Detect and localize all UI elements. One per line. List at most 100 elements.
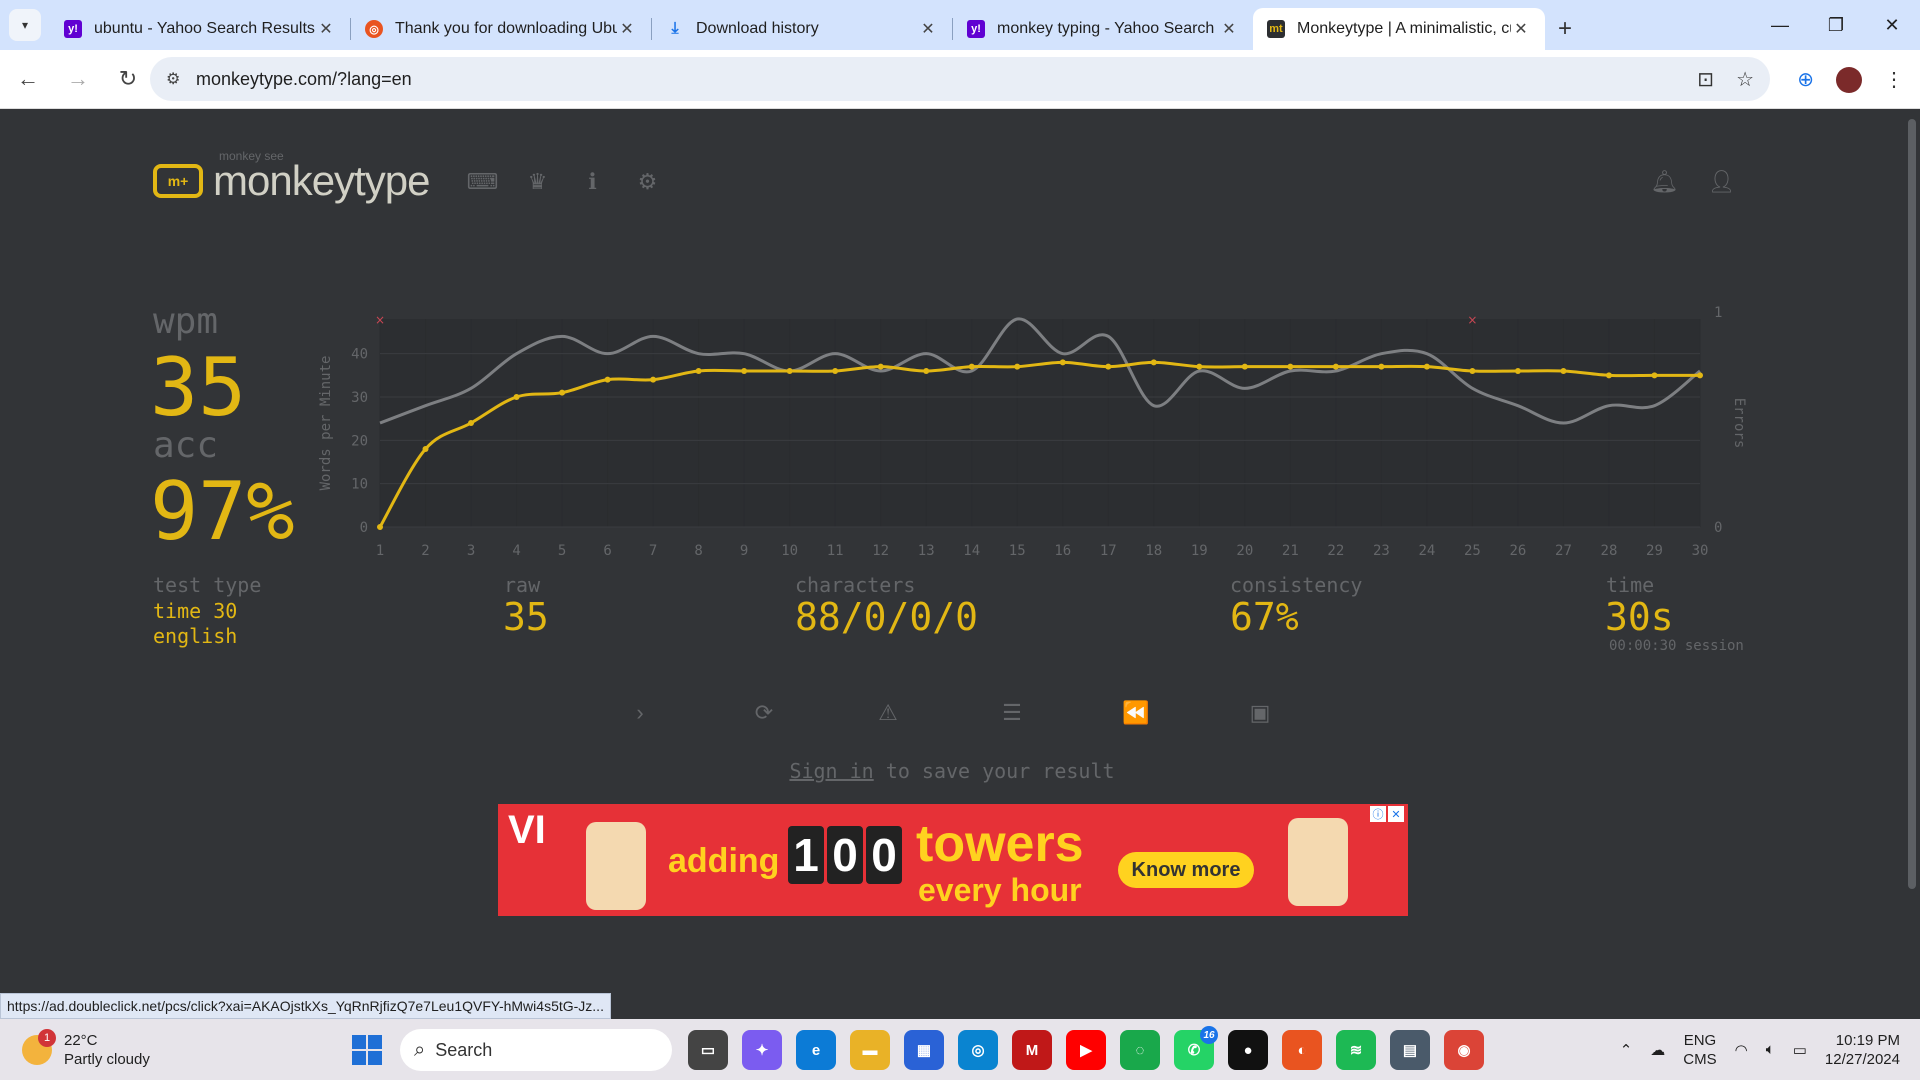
tab-search-button[interactable]: ▾	[0, 0, 50, 50]
x-tick-label: 16	[1054, 543, 1071, 559]
toolbar: ← → ↻ ⚙ monkeytype.com/?lang=en ⊡ ☆ ⊕ ⋮	[0, 50, 1920, 109]
wpm-point	[1560, 368, 1567, 374]
ms-store-icon[interactable]: ▦	[904, 1030, 944, 1070]
x-tick-label: 19	[1191, 543, 1208, 559]
ad-mascot-right	[1288, 818, 1348, 906]
taskbar-search[interactable]: ⌕ Search	[400, 1029, 672, 1071]
chevron-up-icon[interactable]: ⌃	[1619, 1041, 1633, 1059]
back-button[interactable]: ←	[17, 66, 39, 91]
bookmark-star-icon[interactable]: ☆	[1736, 69, 1754, 91]
logo[interactable]: m+ monkey see monkeytype	[153, 149, 430, 205]
browser-tab[interactable]: y! ubuntu - Yahoo Search Results ✕	[50, 8, 350, 50]
taskbar-apps: ▭ ✦ e ▬ ▦ ◎ M ▶ ◌ ✆ 16 ● ◐ ≋ ▤ ◉	[688, 1026, 1484, 1070]
bell-icon[interactable]: 🔔︎	[1650, 168, 1679, 194]
copilot-icon[interactable]: ✦	[742, 1030, 782, 1070]
youtube-icon[interactable]: ▶	[1066, 1030, 1106, 1070]
user-icon[interactable]: 👤︎	[1707, 168, 1736, 194]
downloads-icon[interactable]: ⊕	[1797, 69, 1814, 91]
wpm-point	[1196, 363, 1203, 370]
ad-info-icon[interactable]: ⓘ	[1370, 806, 1386, 822]
report-button[interactable]: ⚠	[878, 700, 898, 725]
ad-know-more-button[interactable]: Know more	[1118, 852, 1254, 888]
github-icon[interactable]: ●	[1228, 1030, 1268, 1070]
wpm-value: 35	[150, 341, 247, 434]
tab-title: ubuntu - Yahoo Search Results	[94, 20, 315, 37]
weather-widget[interactable]: 1 22°C Partly cloudy	[22, 1029, 150, 1069]
y-tick-label: 20	[351, 433, 368, 449]
yahoo-icon: y!	[967, 20, 985, 38]
notification-badge: 16	[1200, 1026, 1218, 1044]
info-icon[interactable]: ℹ	[588, 168, 597, 194]
mcafee-icon[interactable]: M	[1012, 1030, 1052, 1070]
minimize-icon[interactable]: —	[1771, 14, 1789, 35]
browser-tab-active[interactable]: mt Monkeytype | A minimalistic, cu ✕	[1253, 8, 1545, 50]
onedrive-icon[interactable]: ☁	[1650, 1041, 1666, 1059]
task-view-icon[interactable]: ▭	[688, 1030, 728, 1070]
windows-start-icon[interactable]	[352, 1035, 382, 1065]
loader-icon[interactable]: ◌	[1120, 1030, 1160, 1070]
replay-button[interactable]: ⏪	[1122, 700, 1150, 725]
characters-label: characters	[795, 573, 916, 597]
new-tab-button[interactable]: +	[1557, 15, 1572, 42]
ad-choices: ⓘ ✕	[1370, 806, 1404, 822]
browser-tab[interactable]: y! monkey typing - Yahoo Search ✕	[953, 8, 1253, 50]
x-tick-label: 11	[827, 543, 844, 559]
forward-button[interactable]: →	[67, 66, 89, 91]
gear-icon[interactable]: ⚙	[637, 168, 658, 194]
keyboard-icon[interactable]: ⌨	[466, 168, 499, 194]
screenshot-button[interactable]: ▣	[1249, 700, 1271, 725]
close-icon[interactable]: ✕	[1222, 21, 1236, 38]
browser-tab[interactable]: ⤓ Download history ✕	[652, 8, 952, 50]
browser-tab[interactable]: ◎ Thank you for downloading Ubu ✕	[351, 8, 651, 50]
reload-button[interactable]: ↻	[118, 66, 138, 91]
taskbar-search-label: Search	[435, 1039, 493, 1060]
status-url-bar: https://ad.doubleclick.net/pcs/click?xai…	[0, 993, 611, 1019]
menu-kebab-icon[interactable]: ⋮	[1884, 69, 1904, 91]
close-icon[interactable]: ✕	[921, 21, 935, 38]
restart-button[interactable]: ⟳	[754, 700, 774, 725]
crown-icon[interactable]: ♛	[527, 168, 548, 194]
signin-link[interactable]: Sign in	[789, 759, 874, 783]
ad-digit: 0	[827, 826, 863, 884]
close-icon[interactable]: ✕	[620, 21, 634, 38]
app-icon[interactable]: ◎	[958, 1030, 998, 1070]
chrome-icon[interactable]: ◉	[1444, 1030, 1484, 1070]
language-indicator[interactable]: ENG CMS	[1683, 1031, 1716, 1069]
install-app-icon[interactable]: ⊡	[1697, 69, 1715, 91]
close-window-icon[interactable]: ✕	[1884, 14, 1900, 35]
restore-icon[interactable]: ❐	[1827, 14, 1845, 35]
file-explorer-icon[interactable]: ▬	[850, 1030, 890, 1070]
site-settings-icon[interactable]: ⚙	[166, 71, 181, 88]
y-tick-label: 30	[351, 390, 368, 406]
ubuntu-app-icon[interactable]: ◐	[1282, 1030, 1322, 1070]
account-nav: 🔔︎ 👤︎	[1650, 168, 1736, 194]
ad-banner[interactable]: VI adding 1 0 0 towers every hour Know m…	[498, 804, 1408, 916]
battery-icon[interactable]: ▭	[1792, 1041, 1807, 1059]
whatsapp-icon[interactable]: ✆ 16	[1174, 1026, 1218, 1070]
wpm-point	[1287, 363, 1294, 370]
address-bar[interactable]: ⚙ monkeytype.com/?lang=en ⊡ ☆	[150, 57, 1770, 101]
search-icon: ⌕	[414, 1038, 426, 1061]
edge-icon[interactable]: e	[796, 1030, 836, 1070]
x-tick-label: 21	[1282, 543, 1299, 559]
wifi-icon[interactable]: ◠	[1734, 1041, 1748, 1059]
page-scrollbar[interactable]	[1904, 109, 1920, 1019]
clock-time: 10:19 PM	[1835, 1031, 1900, 1049]
window-app-icon[interactable]: ▤	[1390, 1030, 1430, 1070]
next-test-button[interactable]: ›	[636, 700, 644, 725]
avatar[interactable]	[1836, 66, 1862, 93]
volume-icon[interactable]: 🔈︎	[1765, 1041, 1775, 1058]
wpm-point	[1332, 363, 1339, 370]
monkeytype-icon: mt	[1267, 20, 1285, 38]
scrollbar-thumb[interactable]	[1908, 119, 1916, 889]
wpm-point	[468, 420, 475, 426]
ad-close-icon[interactable]: ✕	[1388, 806, 1404, 822]
words-history-button[interactable]: ☰	[1002, 700, 1022, 725]
x-tick-label: 27	[1555, 543, 1572, 559]
clock[interactable]: 10:19 PM 12/27/2024	[1825, 1031, 1900, 1069]
ad-adding-text: adding	[668, 842, 780, 880]
logo-text: monkey see monkeytype	[213, 149, 430, 205]
spotify-icon[interactable]: ≋	[1336, 1030, 1376, 1070]
close-icon[interactable]: ✕	[1514, 21, 1528, 38]
close-icon[interactable]: ✕	[319, 21, 333, 38]
